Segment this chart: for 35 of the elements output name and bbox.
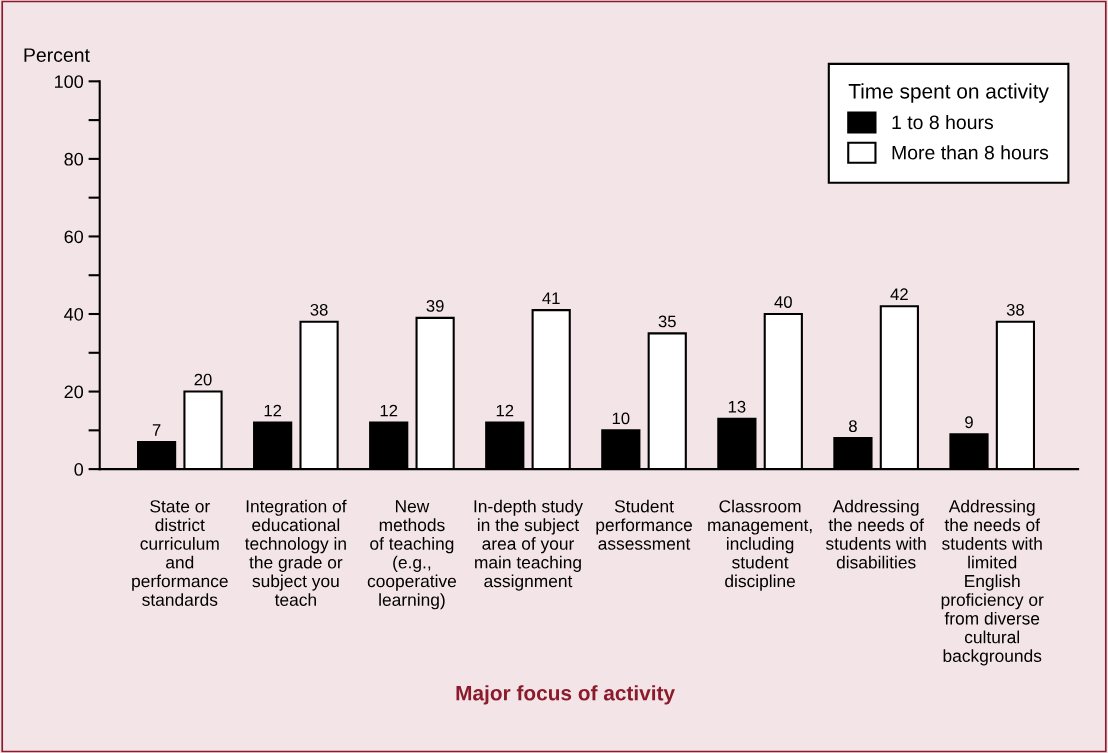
data-label: 10 xyxy=(612,412,630,425)
category-label: Addressing the needs of students with limited English proficiency or from diverse cultural backgrounds xyxy=(941,499,1044,666)
y-tick-label: 100 xyxy=(55,75,84,89)
y-tick-label: 20 xyxy=(64,385,84,399)
legend-label: More than 8 hours xyxy=(892,145,1049,160)
y-tick-label: 0 xyxy=(74,463,84,476)
data-label: 38 xyxy=(1006,303,1024,316)
data-label: 12 xyxy=(380,404,398,417)
y-tick-label: 40 xyxy=(64,307,84,321)
x-tick-label: Addressing the needs of students with disabilities xyxy=(825,499,926,569)
x-tick-label: New methods of teaching (e.g., cooperative learning) xyxy=(367,500,457,610)
x-tick-label: Classroom management, including student discipline xyxy=(708,499,812,591)
data-label: 39 xyxy=(426,300,444,312)
x-axis-title: Major focus of activity xyxy=(456,685,675,705)
data-label: 9 xyxy=(965,416,973,429)
data-label: 13 xyxy=(728,400,746,413)
data-label: 12 xyxy=(264,404,282,417)
data-label: 38 xyxy=(310,303,328,316)
data-label: 42 xyxy=(890,288,908,301)
data-label: 41 xyxy=(542,292,560,304)
y-tick-label: 80 xyxy=(64,152,84,166)
legend-label: 1 to 8 hours xyxy=(892,114,994,130)
data-label: 12 xyxy=(496,404,514,417)
data-label: 20 xyxy=(194,373,212,386)
y-axis-title: Percent xyxy=(24,48,90,62)
data-label: 8 xyxy=(849,420,857,433)
legend-title: Time spent on activity xyxy=(848,83,1049,103)
data-label: 7 xyxy=(152,424,161,436)
y-tick-label: 60 xyxy=(64,230,84,244)
data-label: 35 xyxy=(658,315,676,328)
x-tick-label: Integration of educational technology in the grade or subject you teach xyxy=(244,499,347,606)
x-tick-label: In-depth study in the subject area of your main teaching assignment xyxy=(474,499,583,591)
data-label: 40 xyxy=(774,296,792,308)
x-tick-label: Student performance assessment xyxy=(596,499,692,550)
x-tick-label: State or district curriculum and performance standards xyxy=(132,500,228,606)
